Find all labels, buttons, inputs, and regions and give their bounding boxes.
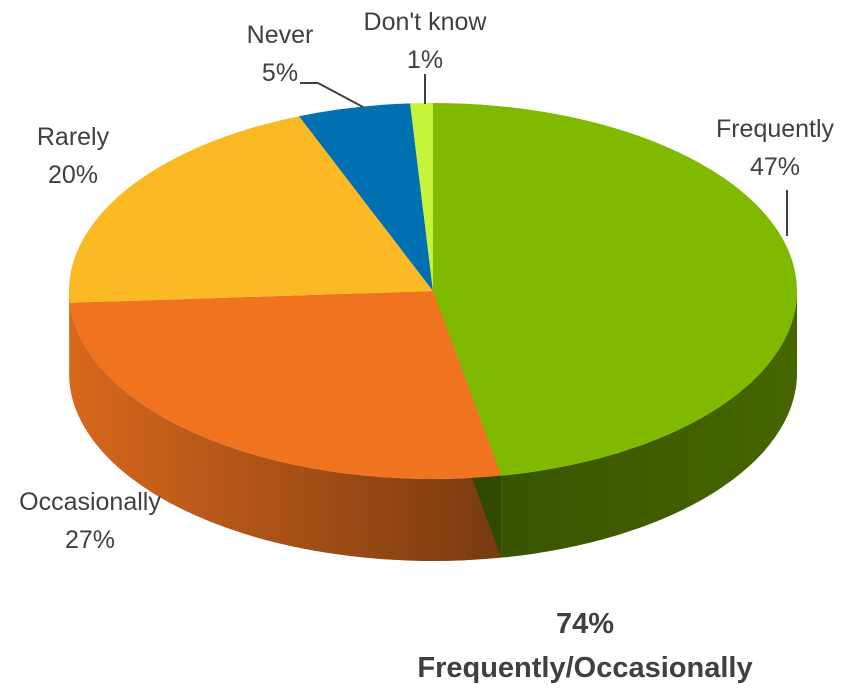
pie-top-faces — [68, 103, 797, 479]
pie-slice-occasionally — [69, 291, 502, 479]
leader-never — [300, 82, 364, 108]
label-frequently: Frequently — [716, 115, 835, 143]
label-never: Never — [247, 21, 314, 49]
summary-text: Frequently/Occasionally — [417, 652, 753, 684]
label-don-t-know: Don't know — [364, 8, 488, 36]
value-label-frequently: 47% — [750, 153, 800, 181]
value-label-rarely: 20% — [48, 161, 98, 189]
pie-slice-frequently — [433, 103, 797, 476]
pie-side-shade-frequently — [501, 291, 797, 558]
pie-slice-never — [299, 103, 433, 291]
pie-side-shade-rarely — [69, 291, 70, 385]
pie-slice-don-t-know — [410, 103, 433, 291]
label-occasionally: Occasionally — [19, 488, 161, 516]
label-rarely: Rarely — [37, 123, 110, 151]
value-label-never: 5% — [262, 59, 298, 87]
leader-lines — [300, 74, 788, 236]
pie-side-shade-occasionally — [69, 302, 502, 561]
pie-slice-rarely — [68, 116, 433, 303]
value-label-occasionally: 27% — [65, 526, 115, 554]
slice-labels: Frequently 47% Occasionally 27% Rarely 20% Nev… — [19, 8, 834, 554]
summary-percent: 74% — [555, 608, 615, 640]
value-label-don-t-know: 1% — [407, 46, 443, 74]
